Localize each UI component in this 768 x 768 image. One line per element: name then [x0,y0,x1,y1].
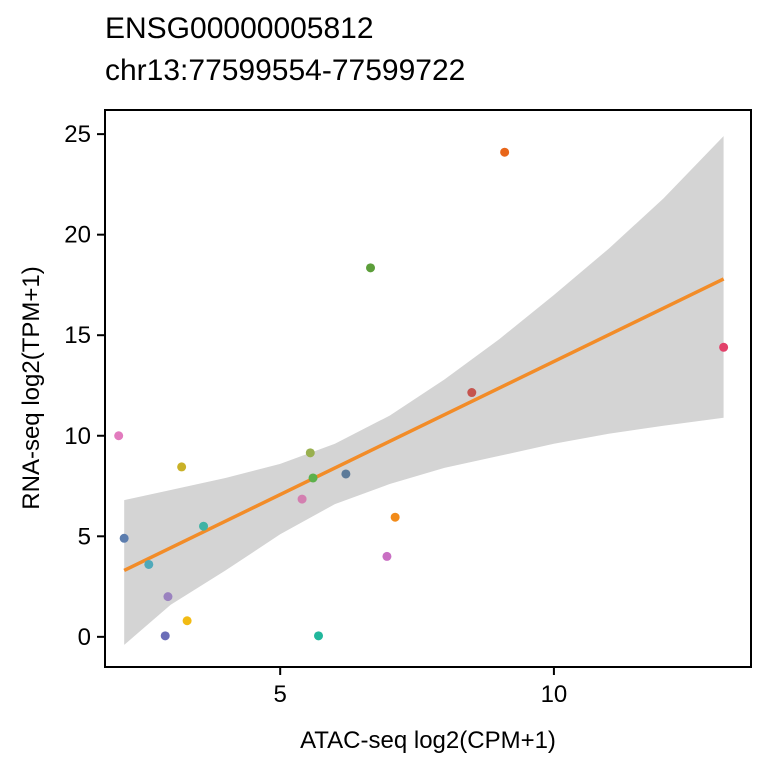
y-tick-label: 25 [64,121,91,148]
y-tick-label: 20 [64,222,91,249]
data-point [182,616,192,626]
trend-line [123,277,725,573]
data-point [177,462,187,472]
chart-subtitle: chr13:77599554-77599722 [105,54,466,87]
trend-line-layer [123,277,725,573]
plot-panel-border [104,109,752,668]
data-point [390,512,400,522]
data-point [163,592,173,602]
data-point [308,473,318,483]
y-tick-label: 0 [78,624,91,651]
x-tick-label: 10 [541,681,568,708]
chart-title: ENSG00000005812 [105,12,374,45]
confidence-band [124,136,724,645]
data-point [467,388,477,398]
y-axis-title: RNA-seq log2(TPM+1) [18,266,45,509]
data-point [500,147,510,157]
data-point [114,431,124,441]
data-point [314,631,324,641]
axis-ticks-layer: 5 10 0 5 10 15 20 25 [64,121,567,708]
data-point [382,551,392,561]
x-axis-title: ATAC-seq log2(CPM+1) [300,727,556,754]
data-point [199,521,209,531]
data-point [366,263,376,273]
y-tick-label: 10 [64,423,91,450]
confidence-band-layer [124,136,724,645]
y-tick-label: 15 [64,322,91,349]
y-tick-label: 5 [78,523,91,550]
data-point [119,533,129,543]
data-point [297,494,307,504]
data-point [341,469,351,479]
points-layer [114,147,729,641]
data-point [144,559,154,569]
x-tick-label: 5 [274,681,287,708]
data-point [719,342,729,352]
data-point [160,631,170,641]
data-point [305,448,315,458]
